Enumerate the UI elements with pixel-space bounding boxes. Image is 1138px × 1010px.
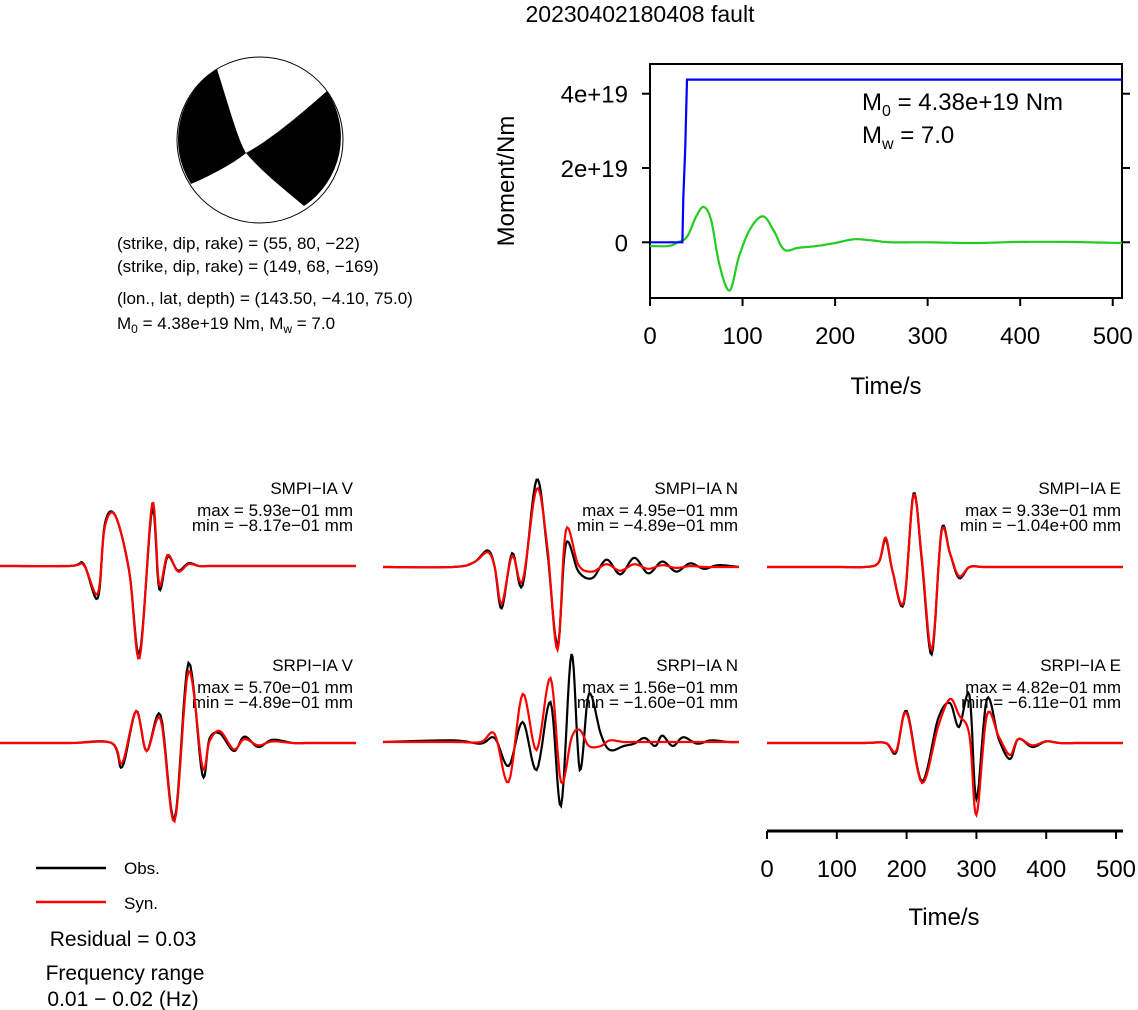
waveform-min-text: min = −1.04e+00 mm [960, 516, 1121, 535]
moment-plot: 0 100 200 300 400 500 0 2e+19 4e+19 M0 = 4.38e+1… [493, 63, 1133, 400]
mechanism-location: (lon., lat, depth) = (143.50, −4.10, 75.… [117, 289, 413, 308]
moment-xtick-label: 0 [643, 323, 656, 350]
waveform-min-text: min = −4.89e−01 mm [577, 516, 738, 535]
frequency-range-label: Frequency range [46, 962, 205, 985]
moment-xlabel: Time/s [850, 373, 921, 400]
moment-annot-m0: M0 = 4.38e+19 Nm [862, 89, 1063, 120]
mechanism-moment: M0 = 4.38e+19 Nm, Mw = 7.0 [117, 314, 335, 336]
moment-ytick-label: 0 [615, 230, 628, 257]
waveform-syn-trace [767, 493, 1123, 653]
waveform-max-text: max = 5.93e−01 mm [197, 501, 353, 520]
residual-text: Residual = 0.03 [50, 928, 197, 951]
beachball-quadrant-left [177, 69, 246, 184]
waveform-syn-trace [767, 697, 1123, 819]
legend: Obs. Syn. [36, 859, 160, 913]
moment-xtick-label: 200 [815, 323, 855, 350]
waveform-max-text: max = 1.56e−01 mm [582, 678, 738, 697]
moment-ytick-label: 4e+19 [561, 82, 628, 109]
legend-obs-label: Obs. [124, 859, 160, 878]
waveform-time-axis: 0 100 200 300 400 500 [760, 829, 1136, 883]
waveform-xtick-label: 200 [887, 856, 927, 883]
moment-xtick-label: 300 [908, 323, 948, 350]
waveform-syn-trace [383, 675, 739, 786]
waveform-max-text: max = 5.70e−01 mm [197, 678, 353, 697]
moment-ylabel: Moment/Nm [493, 116, 520, 247]
chart-title: 20230402180408 fault [526, 1, 756, 27]
waveform-max-text: max = 9.33e−01 mm [965, 501, 1121, 520]
waveform-xtick-label: 500 [1096, 856, 1136, 883]
moment-xtick-label: 100 [723, 323, 763, 350]
waveform-obs-trace [382, 653, 739, 809]
moment-series-moment [650, 78, 1122, 244]
moment-xtick-label: 500 [1093, 323, 1133, 350]
waveform-station-label: SMPI−IA V [270, 479, 353, 498]
waveform-station-label: SRPI−IA V [272, 656, 353, 675]
waveform-min-text: min = −4.89e−01 mm [192, 693, 353, 712]
moment-series-red [650, 209, 1122, 295]
frequency-range-value: 0.01 − 0.02 (Hz) [47, 988, 198, 1010]
moment-series-green [650, 205, 1123, 292]
moment-annot-mw: Mw = 7.0 [862, 122, 954, 153]
mechanism-plane1: (strike, dip, rake) = (55, 80, −22) [117, 234, 360, 253]
waveform-max-text: max = 4.82e−01 mm [965, 678, 1121, 697]
waveform-station-label: SMPI−IA E [1038, 479, 1121, 498]
legend-syn-label: Syn. [124, 894, 158, 913]
focal-mechanism-beachball [176, 56, 344, 224]
waveform-station-label: SRPI−IA N [656, 656, 738, 675]
waveform-station-label: SRPI−IA E [1040, 656, 1121, 675]
waveform-xlabel: Time/s [908, 904, 979, 931]
moment-xtick-label: 400 [1000, 323, 1040, 350]
waveform-xtick-label: 100 [817, 856, 857, 883]
mechanism-plane2: (strike, dip, rake) = (149, 68, −169) [117, 257, 379, 276]
waveform-min-text: min = −6.11e−01 mm [961, 693, 1121, 712]
waveform-station-label: SMPI−IA N [654, 479, 738, 498]
waveform-xtick-label: 400 [1026, 856, 1066, 883]
waveform-syn-trace [0, 669, 356, 824]
waveform-min-text: min = −1.60e−01 mm [577, 693, 738, 712]
moment-ytick-label: 2e+19 [561, 156, 628, 183]
waveform-syn-trace [383, 486, 739, 654]
beachball-quadrant-right [246, 91, 341, 206]
waveform-xtick-label: 0 [760, 856, 773, 883]
moment-plot-frame [649, 63, 1123, 299]
waveform-xtick-label: 300 [956, 856, 996, 883]
waveform-max-text: max = 4.95e−01 mm [582, 501, 738, 520]
waveform-syn-trace [0, 501, 356, 660]
waveform-min-text: min = −8.17e−01 mm [192, 516, 353, 535]
